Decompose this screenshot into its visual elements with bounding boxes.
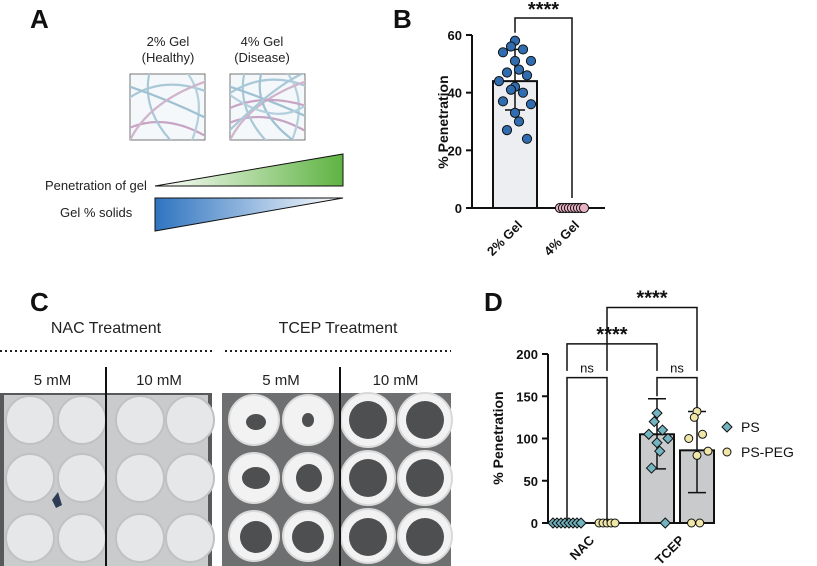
data-point: [651, 407, 663, 419]
gel-2-label: 2% Gel (Healthy): [118, 34, 218, 66]
data-point: [648, 415, 660, 428]
legend-marker-1: [721, 421, 733, 433]
gel-4-label-line1: 4% Gel: [240, 34, 284, 49]
y-tick-label-0: 0: [455, 201, 462, 216]
data-point: [662, 432, 674, 445]
data-point: [525, 99, 537, 110]
panel-letter-c: C: [30, 287, 49, 317]
data-point: [695, 518, 705, 528]
tcep-conc-10mm: 10 mM: [372, 372, 419, 389]
y-tick-label-150: 150: [516, 389, 538, 404]
data-point: [610, 518, 620, 528]
comparison-label-1: ns: [580, 361, 594, 376]
y-tick-label-50: 50: [524, 474, 538, 489]
comparison-bracket-2: [656, 376, 698, 409]
y-axis-title: % Penetration: [490, 391, 506, 484]
significance-label: ****: [528, 0, 559, 21]
panel-letter-b: B: [393, 4, 412, 34]
data-point: [497, 96, 509, 107]
comparison-bracket-4: [606, 306, 698, 371]
data-point: [513, 64, 525, 75]
data-point: [493, 76, 505, 87]
y-tick-label-60: 60: [448, 28, 462, 43]
data-point: [517, 87, 529, 98]
y-tick-label-100: 100: [516, 432, 538, 447]
data-point: [505, 84, 517, 95]
data-point: [659, 517, 671, 529]
legend-label-2: PS-PEG: [741, 444, 794, 460]
comparison-bracket-3: [566, 343, 658, 371]
tcep-treatment-title: TCEP Treatment: [278, 320, 398, 337]
gel-4-label: 4% Gel (Disease): [212, 34, 312, 66]
data-point: [501, 67, 513, 78]
data-point: [692, 450, 702, 460]
gel-2-label-line1: 2% Gel: [146, 34, 190, 49]
x-tick-label-1: NAC: [567, 532, 598, 563]
data-point: [578, 202, 590, 214]
nac-conc-10mm: 10 mM: [136, 372, 182, 389]
comparison-label-4: ****: [636, 288, 667, 310]
data-point: [698, 429, 707, 439]
data-point: [687, 518, 696, 528]
data-point: [525, 55, 537, 67]
penetration-of-gel-label: Penetration of gel: [45, 178, 147, 193]
comparison-label-2: ns: [670, 361, 684, 376]
data-point: [645, 462, 658, 474]
data-point: [651, 437, 663, 449]
data-point: [689, 412, 699, 422]
data-point: [501, 125, 513, 136]
y-axis-title: % Penetration: [435, 75, 451, 168]
data-point: [656, 424, 669, 436]
data-point: [575, 517, 587, 529]
data-point: [703, 446, 713, 456]
nac-treatment-title: NAC Treatment: [50, 320, 162, 337]
legend-label-1: PS: [741, 419, 760, 435]
data-point: [513, 116, 525, 127]
comparison-label-3: ****: [596, 324, 627, 346]
y-tick-label-40: 40: [448, 86, 462, 101]
data-point: [505, 41, 517, 52]
data-point: [643, 428, 655, 440]
gel-solids-label: Gel % solids: [60, 205, 133, 220]
y-tick-label-200: 200: [516, 347, 538, 362]
nac-conc-5mm: 5 mM: [33, 372, 72, 389]
comparison-bracket-1: [566, 376, 608, 522]
data-point: [521, 133, 533, 144]
data-point: [684, 434, 694, 443]
data-point: [509, 107, 521, 118]
panel-letter-d: D: [484, 287, 503, 317]
x-tick-label-2: TCEP: [652, 532, 687, 566]
data-point: [521, 70, 533, 81]
data-point: [517, 44, 529, 55]
gel-2-label-line2: (Healthy): [141, 50, 195, 65]
y-tick-label-0: 0: [531, 516, 538, 531]
panel-letter-a: A: [30, 4, 49, 34]
legend-marker-2: [722, 447, 732, 457]
data-point: [509, 55, 521, 67]
gel-4-label-line2: (Disease): [234, 50, 290, 65]
data-point: [497, 47, 509, 58]
data-point: [654, 445, 666, 457]
tcep-conc-5mm: 5 mM: [262, 372, 300, 389]
significance-bracket: [514, 17, 573, 198]
y-tick-label-20: 20: [448, 143, 462, 158]
